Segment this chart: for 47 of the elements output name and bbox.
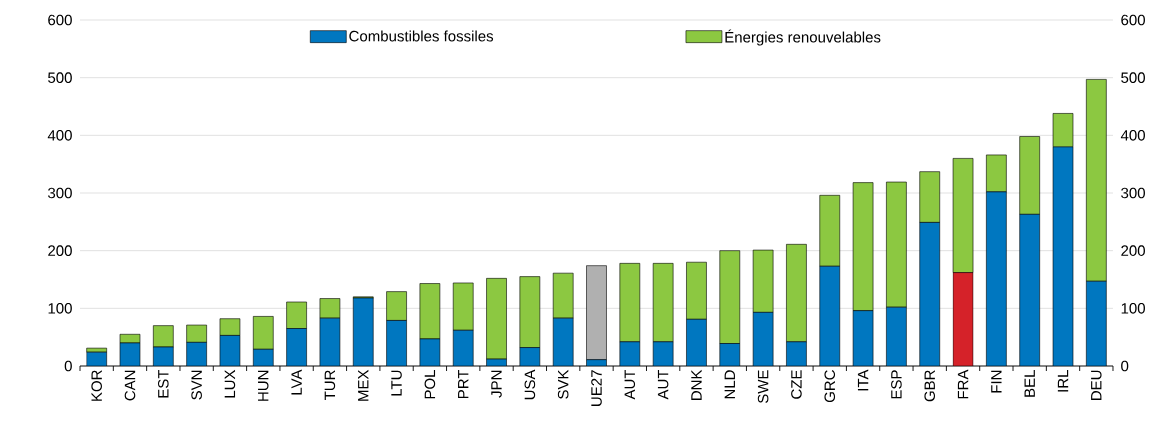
x-tick-label: NLD <box>724 370 735 399</box>
x-tick-label: CAN <box>124 370 136 401</box>
x-tick-label: AUT <box>624 369 636 400</box>
legend-label: Énergies renouvelables <box>725 29 881 46</box>
y2-tick-label: 0 <box>1121 360 1129 372</box>
x-tick-label: AUT <box>657 369 669 400</box>
x-tick-label: PRT <box>458 369 469 399</box>
y-tick-label: 0 <box>64 360 72 372</box>
y2-tick-label: 500 <box>1121 72 1145 83</box>
x-tick-label: MEX <box>358 369 369 401</box>
x-tick-label: USA <box>524 369 536 400</box>
x-tick-label: BEL <box>1024 370 1035 397</box>
x-tick-label: KOR <box>91 370 102 401</box>
x-tick-label: CZE <box>791 370 802 399</box>
x-tick-label: SVN <box>191 370 202 400</box>
x-tick-label: TUR <box>324 370 336 401</box>
y-tick-label: 200 <box>48 245 72 256</box>
y-tick-label: 600 <box>48 14 72 26</box>
x-tick-label: HUN <box>258 370 269 401</box>
y-tick-label: 400 <box>47 130 72 141</box>
x-tick-label: EST <box>158 369 169 398</box>
x-tick-label: DEU <box>1091 370 1102 400</box>
x-tick-label: SWE <box>757 370 769 404</box>
x-tick-label: POL <box>424 370 436 399</box>
x-tick-label: LVA <box>291 369 302 395</box>
y2-tick-label: 600 <box>1121 14 1145 26</box>
y-tick-label: 500 <box>48 72 72 83</box>
x-tick-label: FIN <box>991 370 1002 393</box>
x-tick-label: UE27 <box>591 370 602 406</box>
x-tick-label: FRA <box>957 369 969 399</box>
x-tick-label: LTU <box>391 370 402 396</box>
x-tick-label: GRC <box>824 370 836 403</box>
y2-tick-label: 200 <box>1121 245 1145 256</box>
x-tick-label: ITA <box>857 369 869 391</box>
x-tick-label: LUX <box>224 369 236 398</box>
x-tick-label: DNK <box>691 369 702 400</box>
x-tick-label: SVK <box>557 369 569 399</box>
x-tick-label: GBR <box>924 370 936 402</box>
y-tick-label: 300 <box>48 187 72 199</box>
y2-tick-label: 100 <box>1121 303 1145 314</box>
x-tick-label: JPN <box>491 370 502 398</box>
legend-label: Combustibles fossiles <box>349 30 494 42</box>
y2-tick-label: 400 <box>1120 130 1145 141</box>
y-tick-label: 100 <box>48 303 72 314</box>
x-tick-label: ESP <box>891 370 902 399</box>
x-tick-label: IRL <box>1057 370 1069 392</box>
y2-tick-label: 300 <box>1121 187 1145 199</box>
